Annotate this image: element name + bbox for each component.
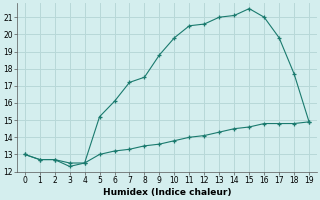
X-axis label: Humidex (Indice chaleur): Humidex (Indice chaleur) xyxy=(103,188,231,197)
